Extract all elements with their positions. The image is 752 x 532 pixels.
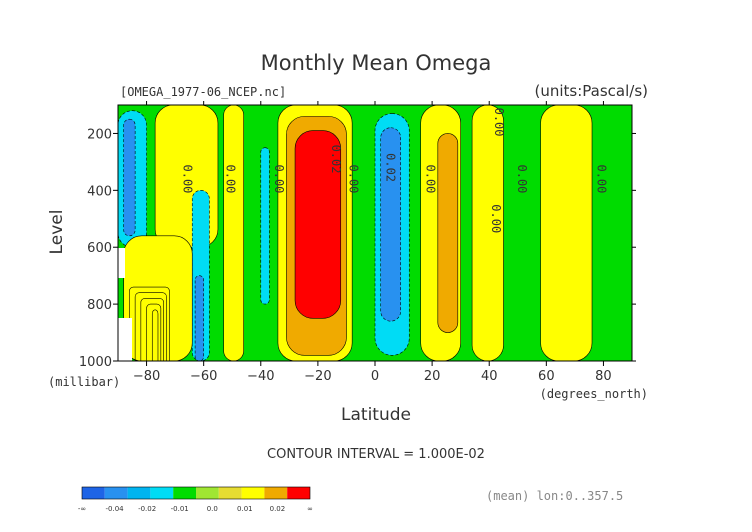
x-tick-label: 20 xyxy=(424,369,441,384)
x-tick-label: −60 xyxy=(190,369,217,384)
contour-region xyxy=(294,130,342,319)
contour-line xyxy=(151,309,159,361)
contour-label: 0.00 xyxy=(272,165,286,194)
contour-labels: 0.00 0.00 0.000.020.00 0.02 0.000.000.000.00… xyxy=(181,108,609,234)
y-tick-label: 800 xyxy=(87,298,112,313)
x-axis-units: (degrees_north) xyxy=(540,387,648,401)
colorbar-swatch xyxy=(150,487,174,499)
x-tick-label: −40 xyxy=(247,369,274,384)
colorbar-label: -0.04 xyxy=(106,505,125,513)
colorbar-label: 0.01 xyxy=(237,505,253,513)
colorbar: -∞ -0.04 -0.02 -0.01 0.0 0.01 0.02 ∞ xyxy=(78,486,313,513)
x-axis-label: Latitude xyxy=(341,405,411,425)
y-axis-units: (millibar) xyxy=(48,375,120,389)
missing-data-patch xyxy=(118,318,132,361)
contour-label: 0.00 xyxy=(346,165,360,194)
y-tick-label: 400 xyxy=(87,184,112,199)
y-tick-label: 600 xyxy=(87,241,112,256)
colorbar-swatch xyxy=(127,487,151,499)
colorbar-frame xyxy=(81,486,311,500)
contour-line xyxy=(140,298,164,361)
y-tick-label: 1000 xyxy=(79,355,112,370)
colorbar-swatch xyxy=(196,487,219,499)
y-tick-label: 200 xyxy=(87,127,112,142)
contour-line xyxy=(146,303,162,361)
colorbar-label: 0.0 xyxy=(207,505,218,513)
chart-title: Monthly Mean Omega xyxy=(261,51,492,75)
contour-region xyxy=(223,105,244,361)
colorbar-label: -0.02 xyxy=(138,505,156,513)
colorbar-swatch xyxy=(82,487,105,499)
axes: −80 −60 −40 −20 0 20 40 60 80 200 400 600 800 1000 xyxy=(79,101,636,384)
colorbar-label: ∞ xyxy=(307,505,313,513)
contour-label: 0.00 xyxy=(489,204,503,233)
colorbar-swatch xyxy=(173,487,196,499)
contour-interval-text: CONTOUR INTERVAL = 1.000E-02 xyxy=(267,447,485,462)
x-tick-label: −80 xyxy=(133,369,160,384)
contour-label: 0.00 xyxy=(181,165,195,194)
contour-region xyxy=(260,147,270,305)
contour-region xyxy=(471,105,504,361)
colorbar-label: -0.01 xyxy=(171,505,189,513)
x-tick-label: 60 xyxy=(538,369,555,384)
colorbar-label: -∞ xyxy=(78,505,86,513)
missing-data-patch xyxy=(118,248,125,278)
colorbar-swatch xyxy=(264,487,288,499)
contour-region xyxy=(194,275,204,361)
colorbar-swatch xyxy=(104,487,128,499)
contour-line xyxy=(134,292,167,361)
x-tick-label: −20 xyxy=(304,369,331,384)
contour-label: 0.00 xyxy=(492,108,506,137)
colorbar-swatch xyxy=(287,487,310,499)
file-label: [OMEGA_1977-06_NCEP.nc] xyxy=(120,85,286,99)
plot-area xyxy=(118,105,632,361)
x-tick-label: 80 xyxy=(595,369,612,384)
x-tick-label: 40 xyxy=(481,369,498,384)
contour-label: 0.00 xyxy=(423,165,437,194)
colorbar-swatch xyxy=(241,487,265,499)
y-axis-label: Level xyxy=(47,210,67,255)
contour-region xyxy=(380,127,402,322)
units-label: (units:Pascal/s) xyxy=(535,82,649,100)
colorbar-swatch xyxy=(218,487,242,499)
contour-region xyxy=(540,105,593,361)
contour-label: 0.00 xyxy=(224,165,238,194)
contour-label: 0.00 xyxy=(515,165,529,194)
x-tick-label: 0 xyxy=(371,369,379,384)
mean-text: (mean) lon:0..357.5 xyxy=(486,489,623,503)
contour-regions xyxy=(118,105,593,361)
contour-region xyxy=(437,133,459,333)
contour-label: 0.02 xyxy=(383,153,397,182)
contour-region xyxy=(123,118,136,237)
colorbar-label: 0.02 xyxy=(270,505,286,513)
contour-label: 0.02 xyxy=(329,145,343,174)
contour-label: 0.00 xyxy=(595,165,609,194)
